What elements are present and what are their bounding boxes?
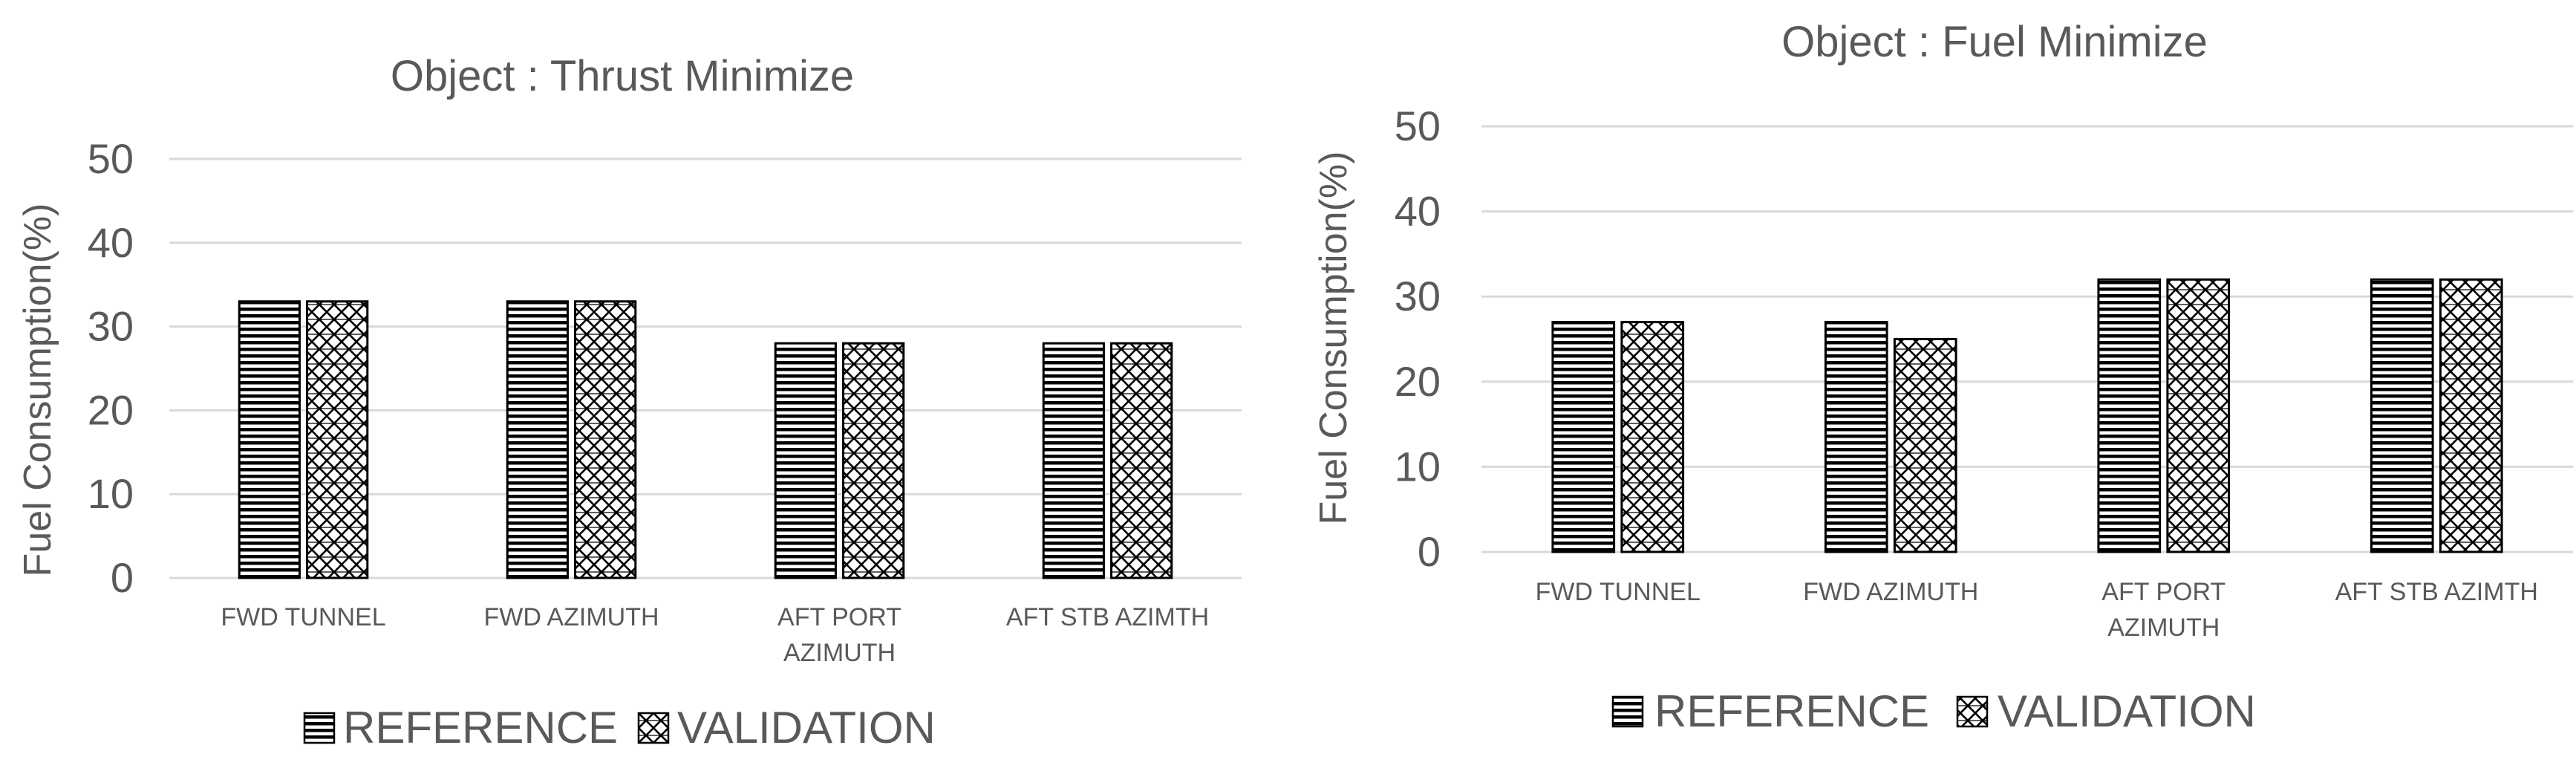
legend: REFERENCE VALIDATION bbox=[1611, 686, 2256, 736]
y-tick-label: 0 bbox=[1418, 528, 1441, 575]
chart-thrust-minimize: Object : Thrust Minimize Fuel Consumptio… bbox=[16, 52, 1242, 752]
x-category-label: AFT STB AZIMTH bbox=[2335, 578, 2538, 606]
bar-reference-3 bbox=[774, 342, 837, 579]
legend-label-validation: VALIDATION bbox=[1998, 686, 2256, 736]
legend-swatch-reference bbox=[1611, 695, 1644, 728]
legend-label-validation: VALIDATION bbox=[677, 703, 936, 752]
legend-swatch-reference bbox=[303, 712, 336, 744]
chart-title: Object : Fuel Minimize bbox=[1781, 18, 2208, 66]
x-category-label: FWD AZIMUTH bbox=[1803, 578, 1978, 606]
legend-swatch-validation bbox=[637, 712, 670, 744]
bar-validation-4 bbox=[1110, 342, 1173, 579]
chart-title: Object : Thrust Minimize bbox=[391, 52, 854, 100]
x-category-label: AFT STB AZIMTH bbox=[1006, 603, 1209, 631]
y-tick-label: 20 bbox=[88, 386, 134, 433]
y-tick-label: 50 bbox=[1395, 103, 1441, 149]
x-category-label: AZIMUTH bbox=[2107, 614, 2220, 642]
bar-validation-3 bbox=[2166, 278, 2231, 553]
bar-reference-2 bbox=[506, 300, 569, 579]
y-tick-label: 20 bbox=[1395, 358, 1441, 405]
y-axis-label: Fuel Consumption(%) bbox=[16, 204, 59, 577]
bar-validation-3 bbox=[842, 342, 905, 579]
bar-validation-4 bbox=[2439, 278, 2503, 553]
legend-label-reference: REFERENCE bbox=[1654, 686, 1929, 736]
x-category-label: FWD AZIMUTH bbox=[483, 603, 659, 631]
x-category-label: FWD TUNNEL bbox=[221, 603, 385, 631]
y-tick-label: 10 bbox=[1395, 443, 1441, 490]
x-category-label: AFT PORT bbox=[777, 603, 901, 631]
y-tick-label: 0 bbox=[111, 554, 134, 601]
x-category-label: AFT PORT bbox=[2101, 578, 2226, 606]
y-tick-label: 10 bbox=[88, 470, 134, 517]
y-tick-label: 50 bbox=[88, 135, 134, 182]
chart-fuel-minimize: Object : Fuel Minimize Fuel Consumption(… bbox=[1312, 18, 2573, 736]
bar-reference-4 bbox=[1042, 342, 1105, 579]
y-axis-label: Fuel Consumption(%) bbox=[1312, 152, 1355, 525]
y-tick-label: 30 bbox=[1395, 273, 1441, 319]
y-tick-label: 40 bbox=[88, 219, 134, 266]
legend-swatch-validation bbox=[1956, 695, 1989, 728]
bar-validation-1 bbox=[306, 300, 369, 579]
y-tick-label: 40 bbox=[1395, 188, 1441, 235]
bar-validation-2 bbox=[1893, 338, 1957, 553]
legend-label-reference: REFERENCE bbox=[343, 703, 618, 752]
bar-reference-1 bbox=[1551, 321, 1616, 553]
bar-reference-2 bbox=[1824, 321, 1888, 553]
bar-reference-1 bbox=[238, 300, 301, 579]
legend: REFERENCE VALIDATION bbox=[303, 703, 936, 752]
x-category-label: FWD TUNNEL bbox=[1536, 578, 1701, 606]
y-tick-label: 30 bbox=[88, 303, 134, 350]
bar-reference-3 bbox=[2097, 278, 2162, 553]
bar-validation-2 bbox=[574, 300, 637, 579]
bar-reference-4 bbox=[2370, 278, 2434, 553]
bar-validation-1 bbox=[1620, 321, 1685, 553]
x-category-label: AZIMUTH bbox=[783, 639, 896, 667]
